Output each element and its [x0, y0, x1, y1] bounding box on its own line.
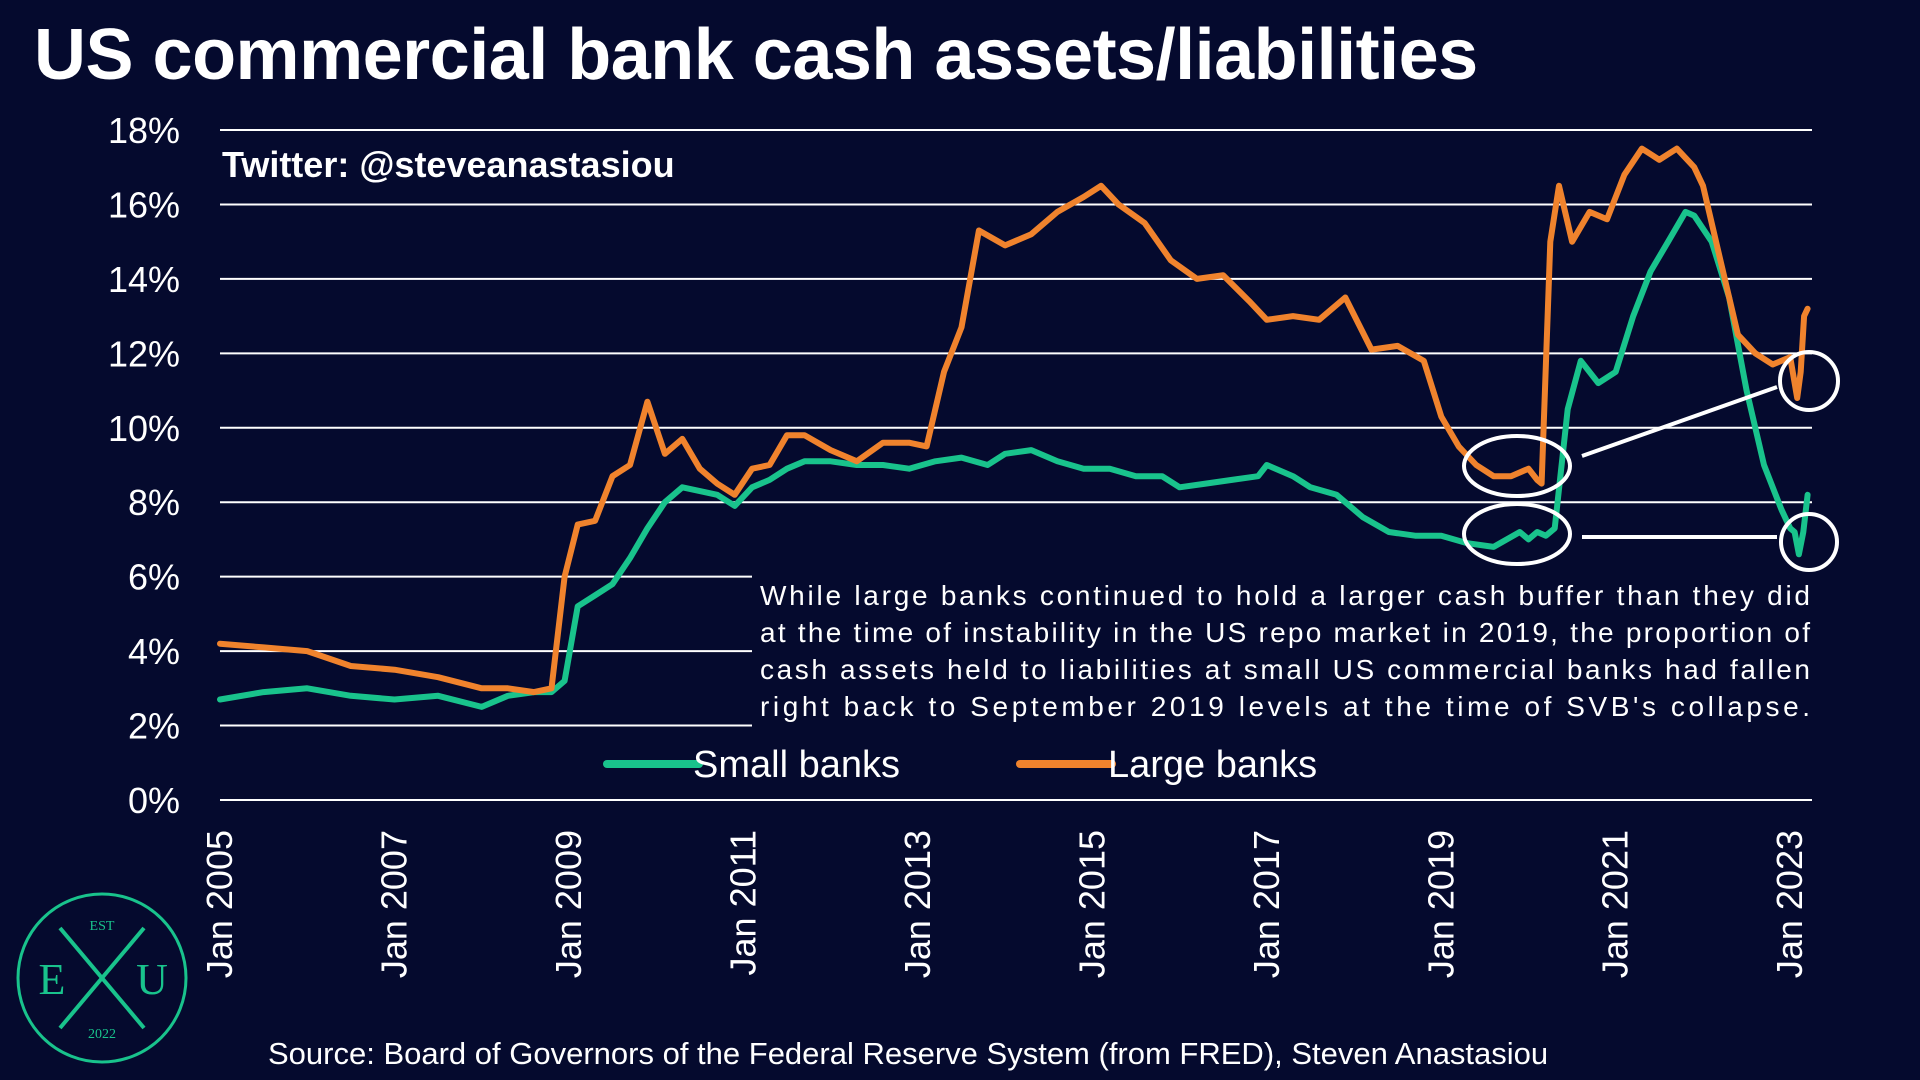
y-tick-label: 14%	[108, 259, 180, 300]
x-tick-label: Jan 2015	[1071, 830, 1112, 978]
x-tick-label: Jan 2011	[722, 830, 763, 975]
annotation-line: right back to September 2019 levels at t…	[760, 691, 1810, 722]
y-axis-ticks: 0% 2% 4% 6% 8% 10% 12% 14% 16% 18%	[108, 110, 180, 821]
annotation-line: at the time of instability in the US rep…	[760, 617, 1810, 648]
series-lines	[217, 145, 1811, 710]
y-tick-label: 18%	[108, 110, 180, 151]
series-line-small-banks	[217, 208, 1811, 710]
logo-est: EST	[90, 919, 115, 934]
y-tick-label: 2%	[128, 706, 180, 747]
watermark: Twitter: @steveanastasiou	[222, 144, 675, 185]
x-tick-label: Jan 2017	[1246, 830, 1287, 978]
legend: Small banks Large banks	[603, 744, 1317, 786]
x-tick-label: Jan 2021	[1595, 830, 1636, 978]
highlight-circle-2023-small	[1779, 512, 1839, 572]
y-tick-label: 12%	[108, 333, 180, 374]
connector-line-large	[1581, 385, 1778, 458]
y-tick-label: 0%	[128, 780, 180, 821]
logo-left-letter: E	[39, 955, 66, 1004]
logo-right-letter: U	[136, 955, 168, 1004]
y-tick-label: 16%	[108, 184, 180, 225]
legend-label: Small banks	[693, 744, 900, 786]
y-tick-label: 10%	[108, 408, 180, 449]
annotation-backdrop	[752, 574, 1812, 734]
y-tick-label: 4%	[128, 631, 180, 672]
y-tick-label: 8%	[128, 482, 180, 523]
highlight-ellipse-2019-large	[1462, 434, 1572, 498]
series-line-large-banks	[217, 145, 1811, 696]
y-tick-label: 6%	[128, 557, 180, 598]
highlight-circle-2023-large	[1778, 350, 1840, 412]
x-axis-ticks: Jan 2005 Jan 2007 Jan 2009 Jan 2011 Jan 2013…	[199, 830, 1810, 978]
x-tick-label: Jan 2009	[548, 830, 589, 978]
logo-year: 2022	[88, 1027, 116, 1042]
x-tick-label: Jan 2007	[373, 830, 414, 978]
x-tick-label: Jan 2005	[199, 830, 240, 978]
x-tick-label: Jan 2019	[1420, 830, 1461, 978]
annotation-line: While large banks continued to hold a la…	[760, 580, 1810, 611]
annotation-highlights	[1462, 350, 1840, 572]
page-title: US commercial bank cash assets/liabiliti…	[34, 15, 1478, 95]
highlight-ellipse-2019-small	[1462, 502, 1572, 566]
x-tick-label: Jan 2023	[1769, 830, 1810, 978]
legend-label: Large banks	[1108, 744, 1317, 786]
brand-logo: EST E U 2022	[16, 892, 188, 1064]
x-tick-label: Jan 2013	[897, 830, 938, 978]
source-note: Source: Board of Governors of the Federa…	[268, 1036, 1549, 1071]
